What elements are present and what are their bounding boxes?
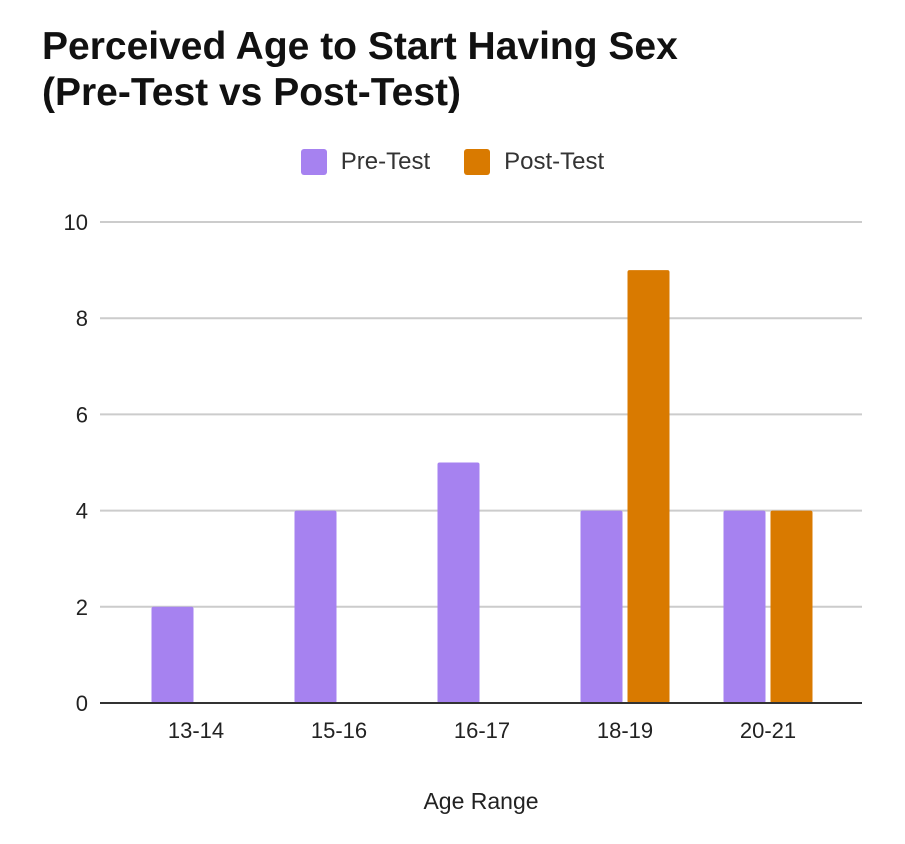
chart-title-line-1: Perceived Age to Start Having Sex <box>42 25 678 68</box>
legend-label-pre-test: Pre-Test <box>340 148 431 175</box>
legend-label-post-test: Post-Test <box>504 148 605 175</box>
chart-legend: Pre-Test Post-Test <box>0 148 905 176</box>
y-tick-label-2: 2 <box>76 595 88 620</box>
legend-swatch-pre-test <box>300 149 327 175</box>
bar-pre-test-18-19[interactable] <box>580 510 623 703</box>
x-tick-label-16-17: 16-17 <box>454 718 510 743</box>
y-tick-label-8: 8 <box>76 306 88 331</box>
legend-item-pre-test[interactable]: Pre-Test <box>300 148 431 176</box>
x-axis-title: Age Range <box>423 788 538 814</box>
bar-pre-test-16-17[interactable] <box>437 462 480 704</box>
chart-title: Perceived Age to Start Having Sex (Pre-T… <box>42 24 678 116</box>
y-tick-label-6: 6 <box>76 402 88 427</box>
y-tick-label-10: 10 <box>64 210 88 235</box>
bars <box>151 270 813 704</box>
chart-title-line-2: (Pre-Test vs Post-Test) <box>42 71 461 114</box>
y-axis-ticks: 0 2 4 6 8 10 <box>64 210 88 716</box>
y-tick-label-0: 0 <box>76 691 88 716</box>
legend-item-post-test[interactable]: Post-Test <box>464 148 604 176</box>
x-axis-ticks: 13-14 15-16 16-17 18-19 20-21 <box>168 718 796 743</box>
legend-swatch-post-test <box>464 149 491 175</box>
bar-post-test-20-21[interactable] <box>770 510 813 703</box>
x-tick-label-15-16: 15-16 <box>311 718 367 743</box>
bar-pre-test-15-16[interactable] <box>294 510 337 703</box>
x-tick-label-20-21: 20-21 <box>740 718 796 743</box>
y-tick-label-4: 4 <box>76 499 88 524</box>
bar-post-test-18-19[interactable] <box>627 270 670 703</box>
x-tick-label-13-14: 13-14 <box>168 718 224 743</box>
x-tick-label-18-19: 18-19 <box>597 718 653 743</box>
bar-pre-test-13-14[interactable] <box>151 606 194 703</box>
bar-pre-test-20-21[interactable] <box>723 510 766 703</box>
